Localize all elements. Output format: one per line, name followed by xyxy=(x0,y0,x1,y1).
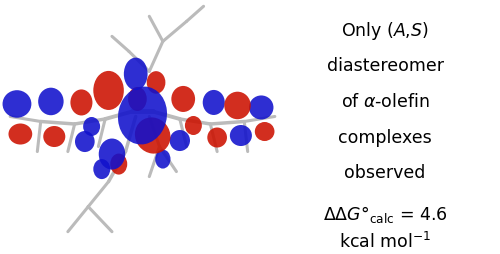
Ellipse shape xyxy=(135,118,170,154)
Ellipse shape xyxy=(255,122,274,141)
Ellipse shape xyxy=(172,87,195,113)
Text: of $\alpha$-olefin: of $\alpha$-olefin xyxy=(340,93,430,110)
Ellipse shape xyxy=(94,160,110,179)
Ellipse shape xyxy=(230,125,252,147)
Ellipse shape xyxy=(146,72,166,94)
Ellipse shape xyxy=(118,87,167,145)
Ellipse shape xyxy=(83,118,100,136)
Ellipse shape xyxy=(94,72,124,110)
Ellipse shape xyxy=(2,91,32,118)
Ellipse shape xyxy=(202,91,225,116)
Ellipse shape xyxy=(208,128,227,148)
Ellipse shape xyxy=(155,150,170,169)
Text: $\Delta\Delta G\degree_{\mathrm{calc}}$ = 4.6: $\Delta\Delta G\degree_{\mathrm{calc}}$ … xyxy=(322,203,448,224)
Text: diastereomer: diastereomer xyxy=(326,57,444,75)
Ellipse shape xyxy=(44,126,66,148)
Ellipse shape xyxy=(185,117,202,135)
Ellipse shape xyxy=(98,139,125,170)
Ellipse shape xyxy=(8,124,32,145)
Ellipse shape xyxy=(170,131,190,151)
Ellipse shape xyxy=(75,132,94,152)
Ellipse shape xyxy=(128,88,146,112)
Text: observed: observed xyxy=(344,164,426,182)
Ellipse shape xyxy=(249,96,274,120)
Text: complexes: complexes xyxy=(338,128,432,146)
Text: kcal mol$^{-1}$: kcal mol$^{-1}$ xyxy=(339,231,431,251)
Text: Only ($\mathit{A}$,$\mathit{S}$): Only ($\mathit{A}$,$\mathit{S}$) xyxy=(341,20,429,41)
Ellipse shape xyxy=(70,90,92,116)
Ellipse shape xyxy=(124,58,148,91)
Ellipse shape xyxy=(224,92,250,120)
Ellipse shape xyxy=(38,88,64,116)
Ellipse shape xyxy=(110,154,127,175)
